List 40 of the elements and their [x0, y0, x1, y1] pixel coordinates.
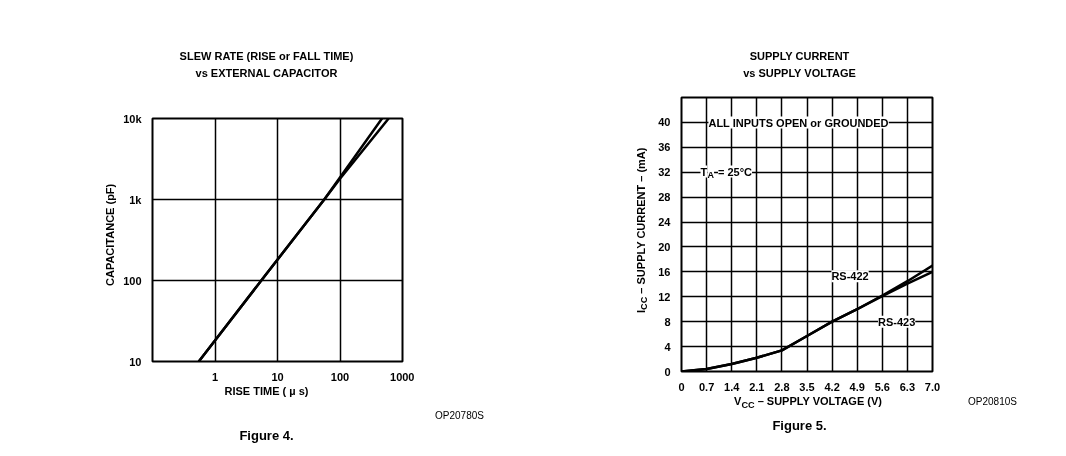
x-tick-label: 0 [678, 380, 685, 393]
y-tick-label: 4 [664, 340, 672, 353]
x-tick-label: 7.0 [924, 380, 941, 393]
x-tick-label: 2.8 [774, 380, 790, 393]
caption: Figure 4. [239, 427, 294, 444]
text: OP20810S [968, 395, 1017, 409]
x-axis-title: V$_{CC}$ – SUPPLY VOLTAGE (V) [734, 394, 882, 413]
x-axis-title: RISE TIME ( µ s) [224, 384, 309, 399]
x-tick-label: 0.7 [698, 380, 715, 393]
x-tick-label: 6.3 [899, 380, 916, 393]
x-tick-label: 4.2 [824, 380, 840, 393]
x-tick-label: 3.5 [799, 380, 815, 393]
y-tick-label: 28 [658, 191, 671, 204]
y-tick-label: 20 [658, 240, 671, 253]
y-axis-title: CAPACITANCE (pF) [102, 183, 117, 286]
chart-title: SLEW RATE (RISE or FALL TIME) vs EXTERNAL CAPACITOR [179, 49, 354, 81]
y-tick-label: 100 [123, 274, 142, 287]
y-tick-label: 16 [658, 265, 671, 278]
x-tick-label: 2.1 [749, 380, 765, 393]
x-tick-label: 4.9 [849, 380, 865, 393]
annotation: RS-422 [831, 270, 869, 283]
x-tick-label: 10 [271, 370, 284, 383]
y-tick-label: 36 [658, 141, 671, 154]
chart-title: SUPPLY CURRENT vs SUPPLY VOLTAGE [743, 49, 856, 81]
x-tick-label: 100 [330, 370, 350, 383]
text: OP20780S [435, 409, 484, 423]
caption: Figure 5. [772, 417, 827, 434]
y-tick-label: 1k [129, 193, 143, 206]
x-tick-label: 1 [211, 370, 219, 383]
x-tick-label: 5.6 [874, 380, 890, 393]
y-tick-label: 10 [129, 355, 142, 368]
x-tick-label: 1.4 [724, 380, 741, 393]
x-tick-label: 1000 [390, 370, 415, 383]
y-tick-label: 12 [658, 290, 671, 303]
y-tick-label: 40 [658, 116, 671, 129]
y-tick-label: 32 [658, 166, 671, 179]
annotation: ALL INPUTS OPEN or GROUNDED [708, 116, 889, 129]
y-tick-label: 8 [664, 315, 671, 328]
y-tick-label: 10k [123, 112, 143, 125]
y-tick-label: 24 [658, 216, 672, 229]
